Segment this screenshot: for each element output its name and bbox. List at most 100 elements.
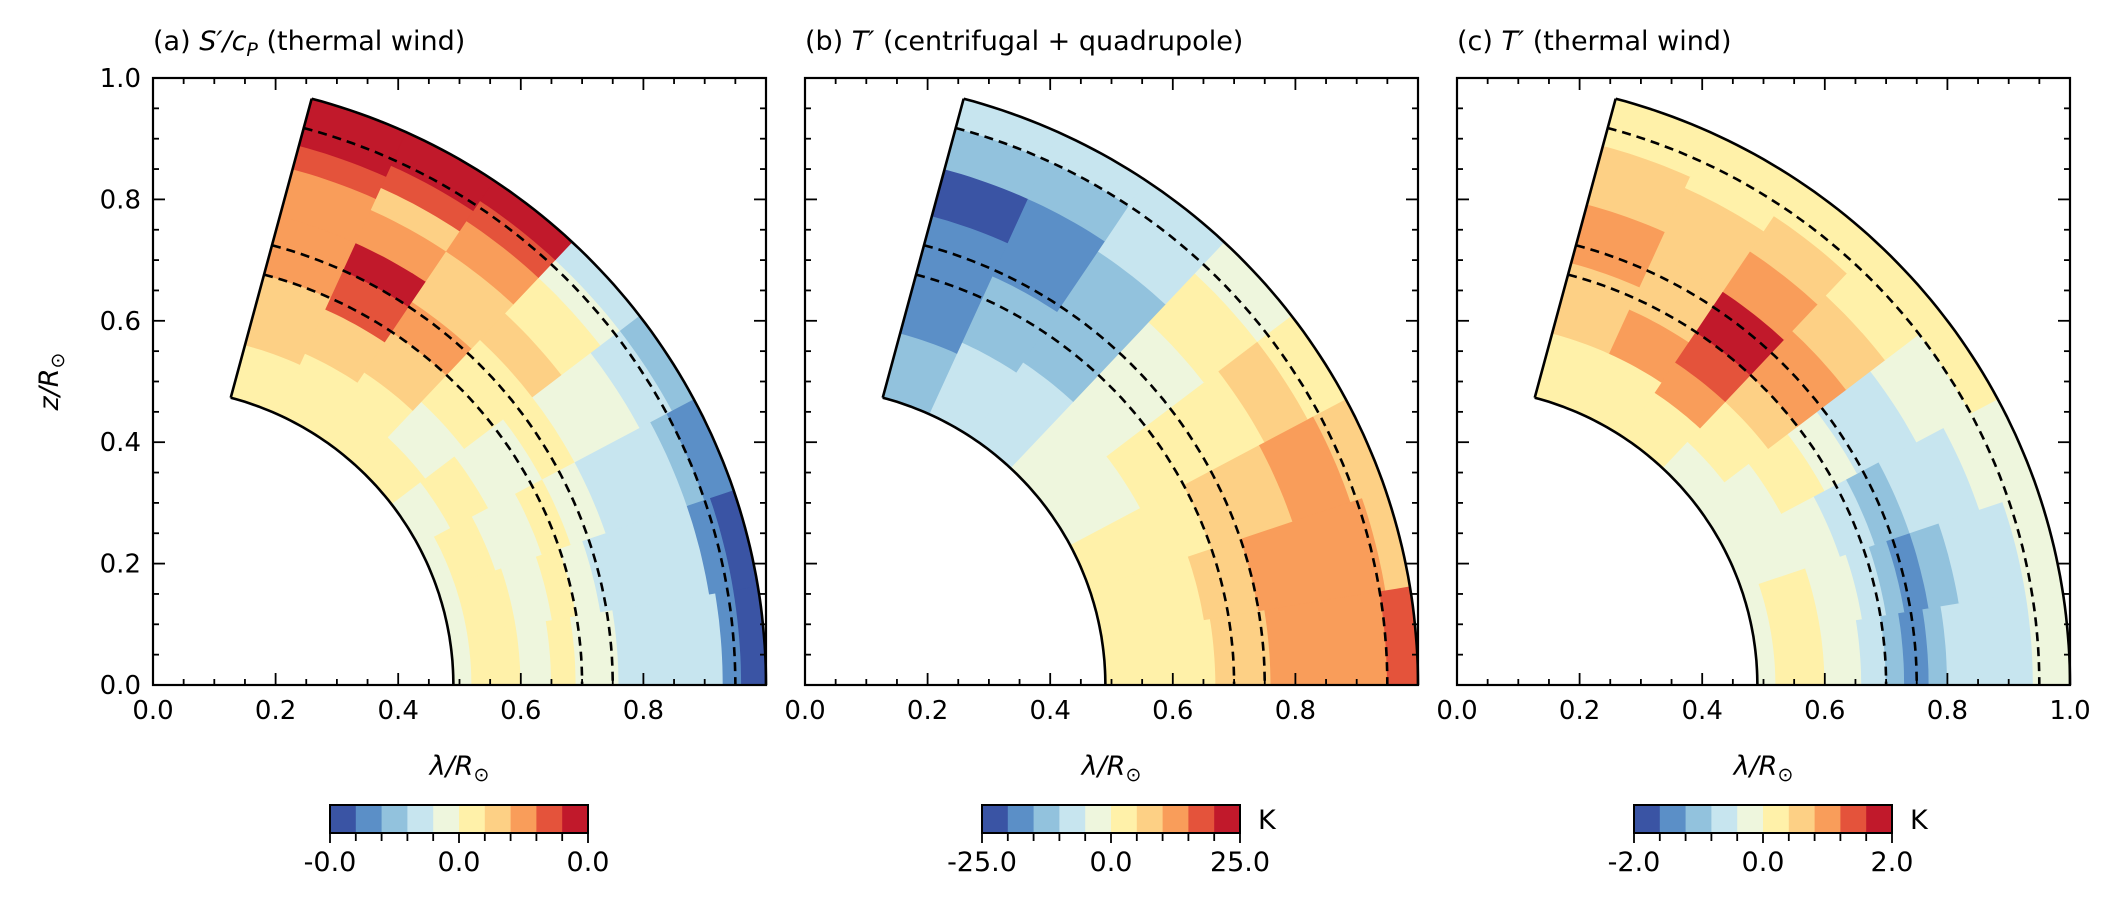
colorbar-swatch: [1059, 805, 1086, 833]
colorbar-swatch: [1814, 805, 1841, 833]
y-tick-label: 0.8: [100, 185, 141, 215]
x-tick-label: 0.8: [1275, 696, 1316, 726]
panel-a: 0.0 0.2 0.4 0.6 0.8 0.0 0.2 0.4 0.6 0.8 1.0 (a) S′/…: [34, 26, 768, 878]
polar-edge: [1533, 98, 1617, 399]
colorbar-swatch: [1007, 805, 1035, 833]
colorbar-swatch: [330, 805, 357, 833]
axis-ticks: [152, 77, 767, 686]
x-tick-label: 0.2: [1559, 696, 1600, 726]
colorbar-mid-label: 0.0: [438, 847, 481, 878]
dashed-radius-line: [1607, 126, 2041, 686]
colorbar-swatch: [1711, 805, 1738, 833]
panel-title: (c) T′ (thermal wind): [1457, 26, 1731, 57]
x-tick-label: 0.8: [623, 696, 664, 726]
x-tick-label: 0.2: [255, 696, 296, 726]
colorbar: -2.0 0.0 2.0 K: [1608, 804, 1929, 878]
axis-ticks: [1456, 77, 2071, 686]
colorbar-swatch: [1659, 805, 1687, 833]
inner-boundary: [882, 396, 1107, 686]
colorbar-min-label: -25.0: [947, 847, 1017, 878]
colorbar-swatch: [1162, 805, 1189, 833]
colorbar-min-label: -2.0: [1608, 847, 1661, 878]
contour-cell: [1209, 609, 1272, 686]
colorbar-max-label: 2.0: [1871, 847, 1914, 878]
x-tick-label: 0.0: [784, 696, 825, 726]
x-tick-label: 0.6: [1152, 696, 1193, 726]
axis-ticks: [804, 77, 1419, 686]
colorbar-swatch: [562, 805, 589, 833]
colorbar-swatch: [1685, 805, 1712, 833]
colorbar-swatch: [1788, 805, 1816, 833]
colorbar-unit: K: [1258, 805, 1277, 836]
y-tick-label: 0.0: [100, 671, 141, 701]
colorbar-swatch: [1111, 805, 1138, 833]
colorbar-unit: K: [1910, 805, 1929, 836]
colorbar-swatch: [1214, 805, 1241, 833]
colorbar: -25.0 0.0 25.0 K: [947, 804, 1277, 878]
x-tick-label: 1.0: [2049, 696, 2090, 726]
y-tick-label: 0.2: [100, 550, 141, 580]
dashed-radius-line: [923, 244, 1267, 686]
colorbar-swatch: [1634, 805, 1661, 833]
colorbar: -0.0 0.0 0.0: [304, 804, 610, 878]
polar-edge: [229, 98, 313, 399]
x-tick-label: 0.0: [1436, 696, 1477, 726]
contour-field: [1534, 98, 2071, 686]
colorbar-swatch: [1737, 805, 1764, 833]
dashed-radius-line: [303, 126, 737, 686]
colorbar-swatch: [1188, 805, 1215, 833]
x-axis-label: λ/R⊙: [428, 751, 490, 786]
x-axis-label: λ/R⊙: [1080, 751, 1142, 786]
colorbar-swatch: [381, 805, 408, 833]
y-tick-label: 1.0: [100, 64, 141, 94]
colorbar-min-label: -0.0: [304, 847, 357, 878]
dashed-radius-line: [955, 126, 1389, 686]
x-tick-label: 0.4: [378, 696, 419, 726]
x-axis-label: λ/R⊙: [1732, 751, 1794, 786]
panel-b: 0.0 0.2 0.4 0.6 0.8 (b) T′ (centrifugal + qua…: [784, 26, 1420, 878]
dashed-radius-line: [1567, 273, 1888, 686]
colorbar-mid-label: 0.0: [1090, 847, 1133, 878]
x-tick-label: 0.4: [1682, 696, 1723, 726]
y-tick-label: 0.4: [100, 428, 141, 458]
outer-boundary: [963, 97, 1420, 686]
x-tick-label: 0.0: [132, 696, 173, 726]
dashed-radius-line: [915, 273, 1236, 686]
colorbar-mid-label: 0.0: [1742, 847, 1785, 878]
x-tick-label: 0.8: [1927, 696, 1968, 726]
contour-cell: [467, 625, 522, 686]
colorbar-swatch: [536, 805, 563, 833]
colorbar-swatch: [484, 805, 512, 833]
contour-field: [882, 98, 1419, 686]
panel-c: 0.0 0.2 0.4 0.6 0.8 1.0 (c) T′ (thermal wind) λ…: [1436, 26, 2090, 878]
colorbar-swatch: [1866, 805, 1893, 833]
colorbar-swatch: [355, 805, 383, 833]
colorbar-swatch: [1840, 805, 1867, 833]
x-tick-label: 0.2: [907, 696, 948, 726]
colorbar-swatch: [1136, 805, 1164, 833]
panel-title: (b) T′ (centrifugal + quadrupole): [805, 26, 1243, 57]
colorbar-swatch: [407, 805, 434, 833]
panel-title: (a) S′/cP (thermal wind): [153, 26, 465, 61]
colorbar-swatch: [1085, 805, 1112, 833]
inner-boundary: [230, 396, 455, 686]
dashed-radius-line: [271, 244, 615, 686]
contour-cell: [1819, 619, 1863, 686]
dashed-radius-line: [263, 273, 584, 686]
colorbar-swatch: [433, 805, 460, 833]
y-axis-label: z/R⊙: [34, 353, 69, 412]
colorbar-max-label: 0.0: [567, 847, 610, 878]
colorbar-swatch: [1763, 805, 1790, 833]
colorbar-max-label: 25.0: [1210, 847, 1270, 878]
dashed-radius-line: [1575, 244, 1919, 686]
x-tick-label: 0.6: [1804, 696, 1845, 726]
y-tick-label: 0.6: [100, 307, 141, 337]
contour-cell: [1771, 625, 1826, 686]
colorbar-swatch: [459, 805, 486, 833]
outer-boundary: [311, 97, 768, 686]
x-tick-label: 0.4: [1030, 696, 1071, 726]
x-tick-label: 0.6: [500, 696, 541, 726]
outer-boundary: [1615, 97, 2072, 686]
inner-boundary: [1534, 396, 1759, 686]
contour-cell: [1940, 591, 2034, 686]
